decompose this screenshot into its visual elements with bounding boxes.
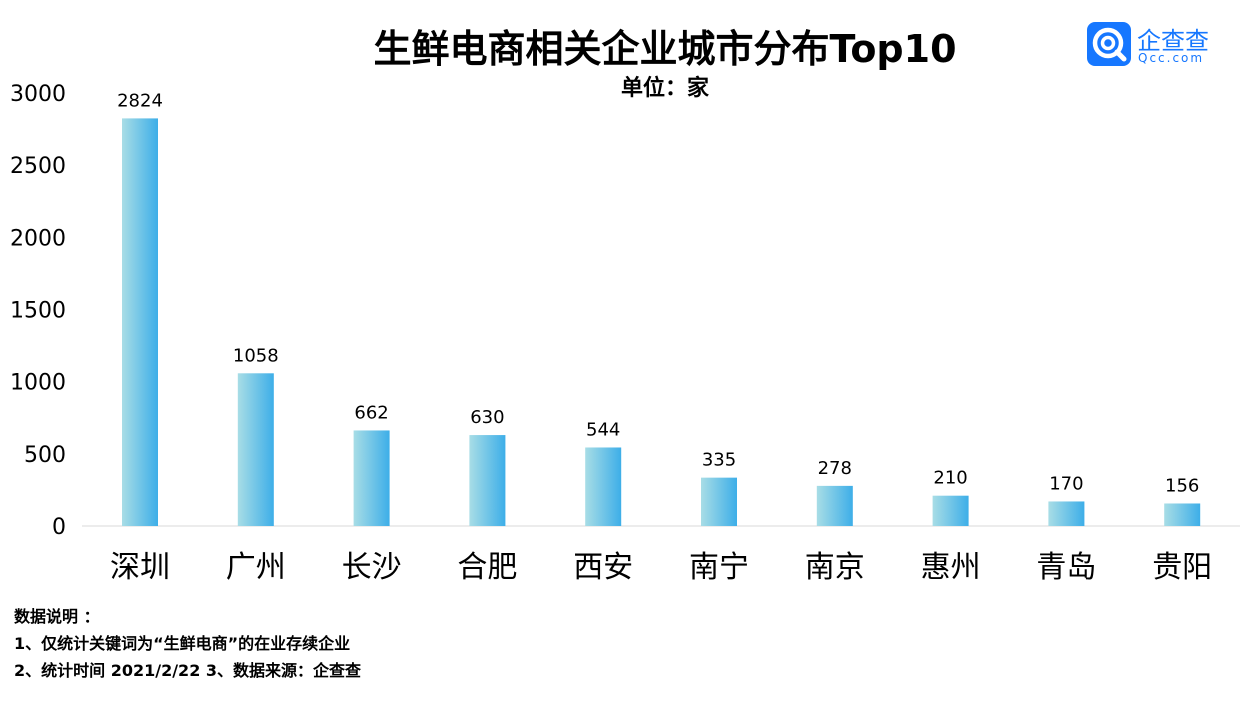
- x-tick-label: 惠州: [921, 550, 981, 585]
- notes-line-1: 1、仅统计关键词为“生鲜电商”的在业存续企业: [14, 634, 351, 653]
- y-tick-label: 1000: [10, 371, 66, 396]
- y-tick-label: 1500: [10, 299, 66, 324]
- bar-合肥: [469, 435, 506, 526]
- bar-深圳: [122, 118, 158, 527]
- bar-惠州: [932, 495, 969, 526]
- x-tick-label: 贵阳: [1152, 550, 1212, 585]
- brand-domain: Qcc.com: [1138, 51, 1205, 65]
- bar-西安: [585, 447, 622, 526]
- x-tick-label: 长沙: [342, 550, 402, 585]
- x-tick-label: 西安: [573, 550, 633, 585]
- data-notes: 数据说明 ： 1、仅统计关键词为“生鲜电商”的在业存续企业 2、统计时间 202…: [14, 603, 361, 684]
- notes-line-2: 2、统计时间 2021/2/22 3、数据来源：企查查: [14, 661, 362, 680]
- bar-青岛: [1048, 501, 1085, 526]
- qcc-logo-icon: [1087, 22, 1131, 66]
- y-tick-label: 0: [52, 515, 66, 540]
- bars-group: [122, 118, 1201, 527]
- x-tick-label: 深圳: [110, 550, 170, 585]
- x-tick-label: 青岛: [1036, 550, 1096, 585]
- x-axis: 深圳 广州 长沙 合肥 西安 南宁 南京 惠州 青岛 贵阳: [110, 550, 1212, 585]
- notes-heading: 数据说明 ：: [14, 607, 100, 626]
- x-tick-label: 南京: [805, 550, 865, 585]
- bar-value-label: 2824: [117, 90, 163, 111]
- y-axis: 0 500 1000 1500 2000 2500 3000: [10, 82, 66, 540]
- chart-title: 生鲜电商相关企业城市分布Top10: [373, 27, 957, 71]
- bar-value-label: 278: [818, 458, 852, 479]
- data-labels: 2824 1058 662 630 544 335 278 210 170 156: [117, 90, 1199, 496]
- chart-unit: 单位：家: [620, 76, 709, 101]
- y-tick-label: 2500: [10, 154, 66, 179]
- bar-南京: [816, 485, 853, 526]
- x-tick-label: 南宁: [689, 550, 749, 585]
- bar-广州: [237, 373, 274, 526]
- bar-value-label: 210: [933, 468, 967, 489]
- bar-value-label: 662: [354, 402, 388, 423]
- y-tick-label: 3000: [10, 82, 66, 107]
- brand-logo: 企查查 Qcc.com: [1087, 22, 1227, 66]
- bar-value-label: 156: [1165, 475, 1199, 496]
- bar-value-label: 1058: [233, 345, 279, 366]
- y-tick-label: 2000: [10, 226, 66, 251]
- bar-南宁: [701, 477, 737, 526]
- bar-value-label: 544: [586, 419, 620, 440]
- brand-name: 企查查: [1137, 27, 1209, 55]
- bar-value-label: 630: [470, 407, 504, 428]
- bar-长沙: [353, 430, 390, 526]
- x-tick-label: 广州: [226, 550, 286, 585]
- x-tick-label: 合肥: [457, 550, 517, 585]
- bar-value-label: 335: [702, 450, 736, 471]
- y-tick-label: 500: [24, 443, 66, 468]
- bar-贵阳: [1164, 503, 1201, 526]
- bar-value-label: 170: [1049, 473, 1083, 494]
